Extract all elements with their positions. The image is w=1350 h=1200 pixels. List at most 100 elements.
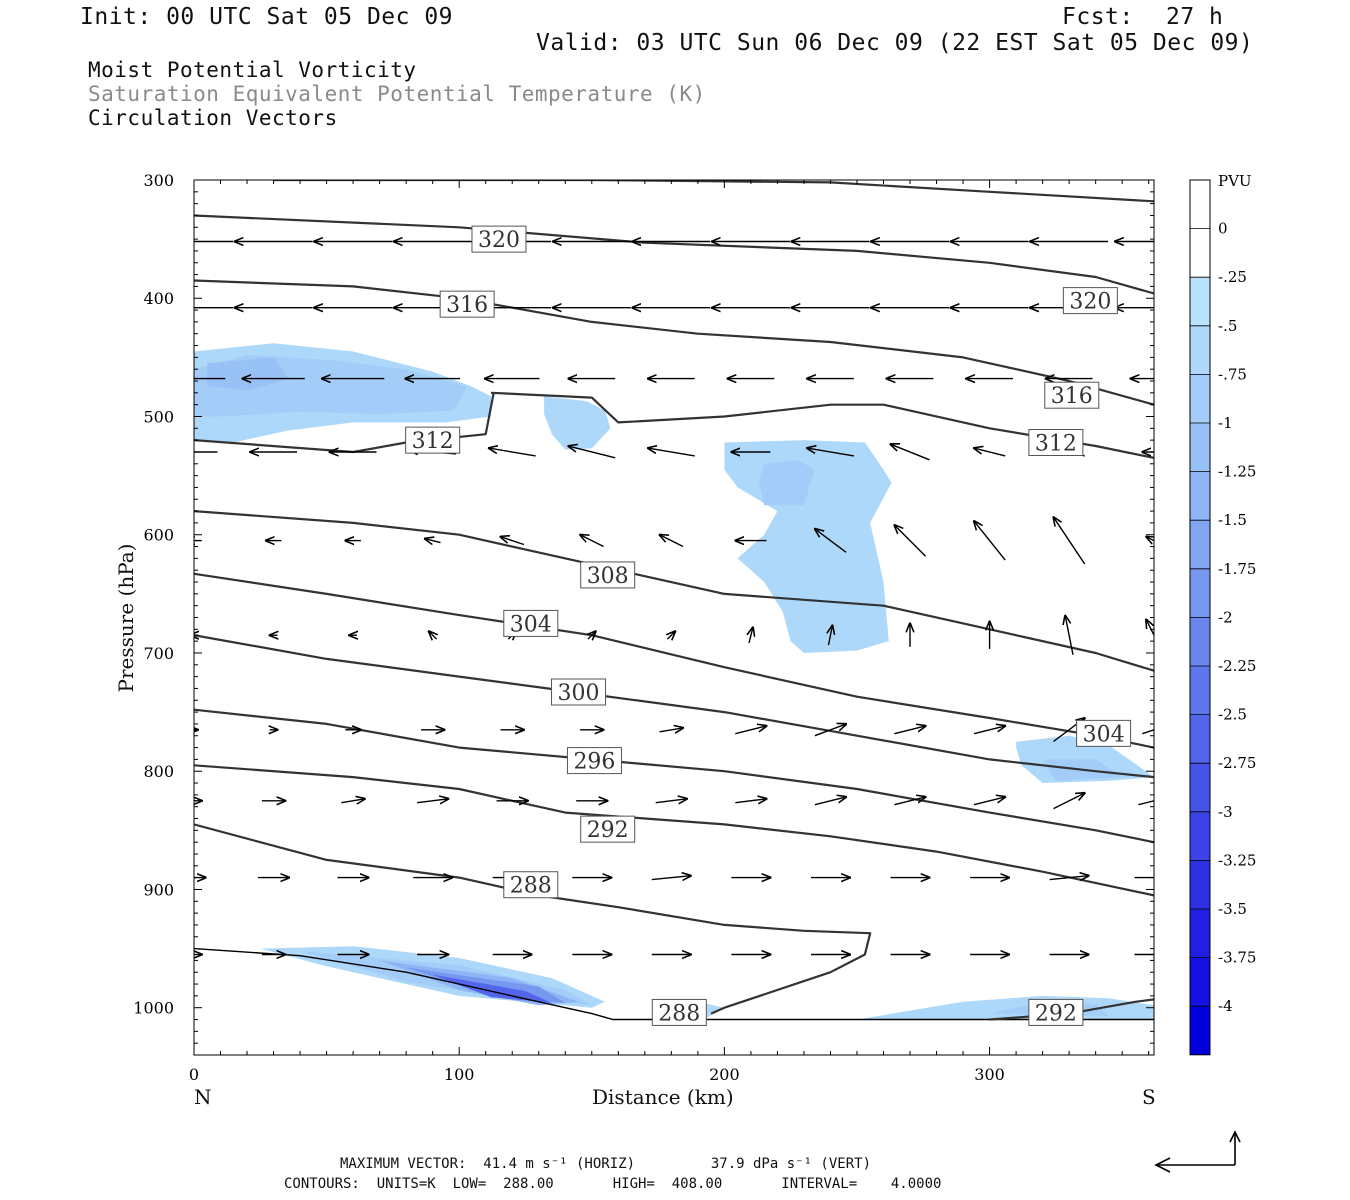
terrain-line bbox=[194, 947, 1154, 1021]
vector-7-11 bbox=[1053, 793, 1085, 810]
vector-4-12 bbox=[1146, 537, 1154, 545]
colorbar-level: -3.25 bbox=[1218, 851, 1256, 869]
vector-3-5 bbox=[568, 446, 616, 459]
contour-label-304: 304 bbox=[1076, 719, 1132, 747]
isentrope-316-2 bbox=[194, 279, 1154, 406]
vector-8-6 bbox=[651, 876, 691, 880]
contour-info: CONTOURS: UNITS=K LOW= 288.00 HIGH= 408.… bbox=[284, 1176, 942, 1192]
plot-frame bbox=[193, 179, 1155, 1056]
contour-label-312: 312 bbox=[405, 426, 461, 454]
y-tick-label: 600 bbox=[143, 526, 174, 545]
forecast-hour: 27 h bbox=[1166, 4, 1224, 30]
vector-4-10 bbox=[974, 521, 1006, 561]
vector-4-3 bbox=[425, 539, 441, 543]
svg-text:316: 316 bbox=[446, 293, 488, 318]
colorbar-level: -3.5 bbox=[1218, 900, 1247, 918]
colorbar-level: 0 bbox=[1218, 220, 1228, 238]
pv-region-15 bbox=[857, 995, 1154, 1020]
forecast-label: Fcst: bbox=[1062, 4, 1134, 30]
colorbar-level: -2 bbox=[1218, 608, 1233, 626]
colorbar-swatch bbox=[1190, 471, 1210, 521]
vector-3-8 bbox=[807, 448, 855, 457]
colorbar-swatch bbox=[1190, 909, 1210, 958]
contour-label-292: 292 bbox=[580, 815, 636, 843]
contour-label-316: 316 bbox=[439, 290, 495, 318]
max-vector-info: MAXIMUM VECTOR: 41.4 m s⁻¹ (HORIZ) 37.9 … bbox=[340, 1156, 872, 1172]
colorbar-level: -2.25 bbox=[1218, 657, 1256, 675]
svg-text:312: 312 bbox=[1035, 432, 1077, 457]
y-tick-label: 900 bbox=[143, 880, 174, 899]
pv-region-3 bbox=[544, 396, 611, 450]
vector-5-5 bbox=[588, 631, 596, 639]
colorbar: PVU 0 -.25 -.5 -.75 -1 -1.25 -1.5 -1.75 -2 -2.25 -2… bbox=[1189, 172, 1256, 1056]
x-axis-north-label: N bbox=[194, 1085, 212, 1109]
colorbar-swatch bbox=[1190, 228, 1210, 278]
colorbar-swatch bbox=[1190, 860, 1210, 909]
isentrope-288-10 bbox=[194, 823, 872, 1015]
vector-6-9 bbox=[894, 726, 925, 735]
colorbar-swatch bbox=[1190, 277, 1210, 326]
svg-text:292: 292 bbox=[1035, 1001, 1077, 1026]
contour-label-288: 288 bbox=[651, 998, 707, 1026]
contour-label-308: 308 bbox=[580, 561, 636, 589]
contour-label-320: 320 bbox=[471, 225, 527, 253]
vector-5-8 bbox=[829, 626, 833, 646]
vector-4-4 bbox=[501, 537, 525, 546]
vector-7-9 bbox=[894, 797, 925, 806]
vector-4-8 bbox=[815, 529, 847, 553]
y-axis-label: Pressure (hPa) bbox=[114, 543, 138, 693]
pv-region-2 bbox=[207, 357, 290, 391]
colorbar-swatch bbox=[1190, 374, 1210, 423]
y-tick-label: 300 bbox=[143, 171, 174, 190]
vector-6-12 bbox=[1142, 729, 1154, 735]
colorbar-swatch bbox=[1190, 617, 1210, 666]
colorbar-swatch bbox=[1190, 957, 1210, 1007]
colorbar-swatch bbox=[1190, 811, 1210, 861]
vector-6-6 bbox=[659, 728, 683, 732]
valid-time: Valid: 03 UTC Sun 06 Dec 09 (22 EST Sat … bbox=[536, 30, 1254, 56]
colorbar-level: -3.75 bbox=[1218, 949, 1256, 967]
svg-text:320: 320 bbox=[478, 228, 520, 253]
contour-label-296: 296 bbox=[566, 747, 622, 775]
vector-7-6 bbox=[655, 799, 687, 803]
vector-4-5 bbox=[580, 535, 604, 548]
terrain-surface bbox=[194, 947, 1154, 1021]
colorbar-level: -1.5 bbox=[1218, 511, 1247, 529]
isentrope-300-7 bbox=[194, 634, 1154, 779]
isentrope-308-5 bbox=[194, 510, 1154, 672]
svg-text:304: 304 bbox=[1083, 722, 1125, 747]
isentrope-296-8 bbox=[194, 708, 1154, 844]
vector-5-6 bbox=[667, 631, 675, 639]
svg-text:308: 308 bbox=[587, 564, 629, 589]
colorbar-level: -4 bbox=[1218, 997, 1233, 1015]
vector-4-6 bbox=[660, 535, 684, 548]
svg-text:292: 292 bbox=[587, 818, 629, 843]
svg-text:288: 288 bbox=[658, 1001, 700, 1026]
contour-label-312: 312 bbox=[1028, 429, 1084, 457]
init-time: Init: 00 UTC Sat 05 Dec 09 bbox=[80, 4, 454, 30]
field-title-vectors: Circulation Vectors bbox=[88, 106, 338, 130]
svg-text:296: 296 bbox=[573, 750, 615, 775]
vector-3-6 bbox=[648, 448, 695, 457]
vector-4-9 bbox=[894, 525, 927, 557]
x-tick-label: 300 bbox=[974, 1065, 1005, 1084]
vector-7-2 bbox=[341, 799, 364, 803]
contour-label-292: 292 bbox=[1028, 998, 1084, 1026]
field-title-mpv: Moist Potential Vorticity bbox=[88, 58, 417, 82]
vector-8-11 bbox=[1049, 876, 1089, 880]
y-tick-label: 700 bbox=[143, 644, 174, 663]
colorbar-swatch bbox=[1190, 763, 1210, 812]
x-tick-label: 100 bbox=[444, 1065, 475, 1084]
vector-6-7 bbox=[735, 726, 766, 735]
svg-text:312: 312 bbox=[412, 429, 454, 454]
colorbar-level: -1.25 bbox=[1218, 463, 1256, 481]
vector-5-3 bbox=[429, 631, 437, 639]
vector-7-10 bbox=[973, 797, 1005, 806]
colorbar-level: -1 bbox=[1218, 414, 1233, 432]
x-tick-label: 200 bbox=[709, 1065, 740, 1084]
field-title-theta-es: Saturation Equivalent Potential Temperat… bbox=[88, 82, 706, 106]
reference-vector-icon bbox=[1154, 1130, 1241, 1173]
colorbar-level: -.5 bbox=[1218, 317, 1237, 335]
theta-es-contours bbox=[194, 180, 1154, 1021]
